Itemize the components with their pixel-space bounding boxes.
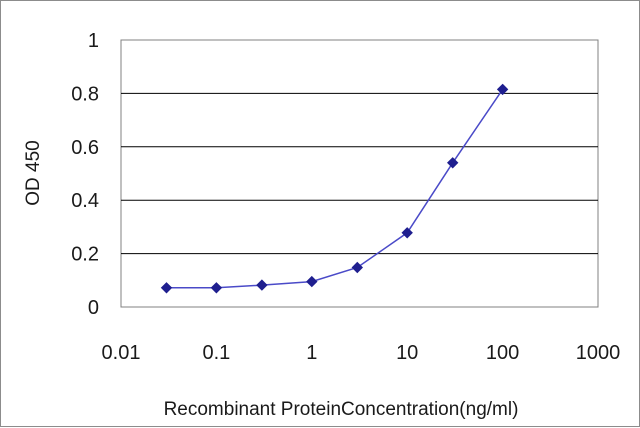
y-tick-labels: 0 0.2 0.4 0.6 0.8 1 <box>71 30 99 319</box>
x-tick-labels: 0.01 0.1 1 10 100 1000 <box>102 342 621 364</box>
data-point <box>446 157 459 169</box>
y-tick-label: 0.6 <box>71 137 99 159</box>
x-tick-label: 10 <box>396 342 418 364</box>
gridlines <box>121 92 598 255</box>
data-point <box>306 275 318 288</box>
data-point <box>256 279 268 291</box>
y-tick-label: 1 <box>88 30 99 52</box>
series-line <box>166 88 504 289</box>
data-point <box>401 227 413 239</box>
y-axis-title: OD 450 <box>23 140 44 205</box>
x-axis-title: Recombinant ProteinConcentration(ng/ml) <box>164 399 519 420</box>
x-tick-label: 1000 <box>576 342 621 364</box>
y-tick-label: 0 <box>88 297 99 319</box>
data-point <box>210 282 223 294</box>
y-tick-label: 0.2 <box>71 244 99 266</box>
data-point <box>351 261 364 274</box>
plot-area <box>120 39 599 308</box>
x-tick-label: 0.01 <box>102 342 141 364</box>
y-tick-label: 0.8 <box>71 83 99 105</box>
x-tick-label: 1 <box>306 342 317 364</box>
x-tick-label: 100 <box>486 342 519 364</box>
data-point <box>160 282 173 294</box>
x-tick-label: 0.1 <box>202 342 230 364</box>
y-tick-label: 0.4 <box>71 190 99 212</box>
series-group <box>160 83 509 294</box>
data-point <box>496 83 509 96</box>
